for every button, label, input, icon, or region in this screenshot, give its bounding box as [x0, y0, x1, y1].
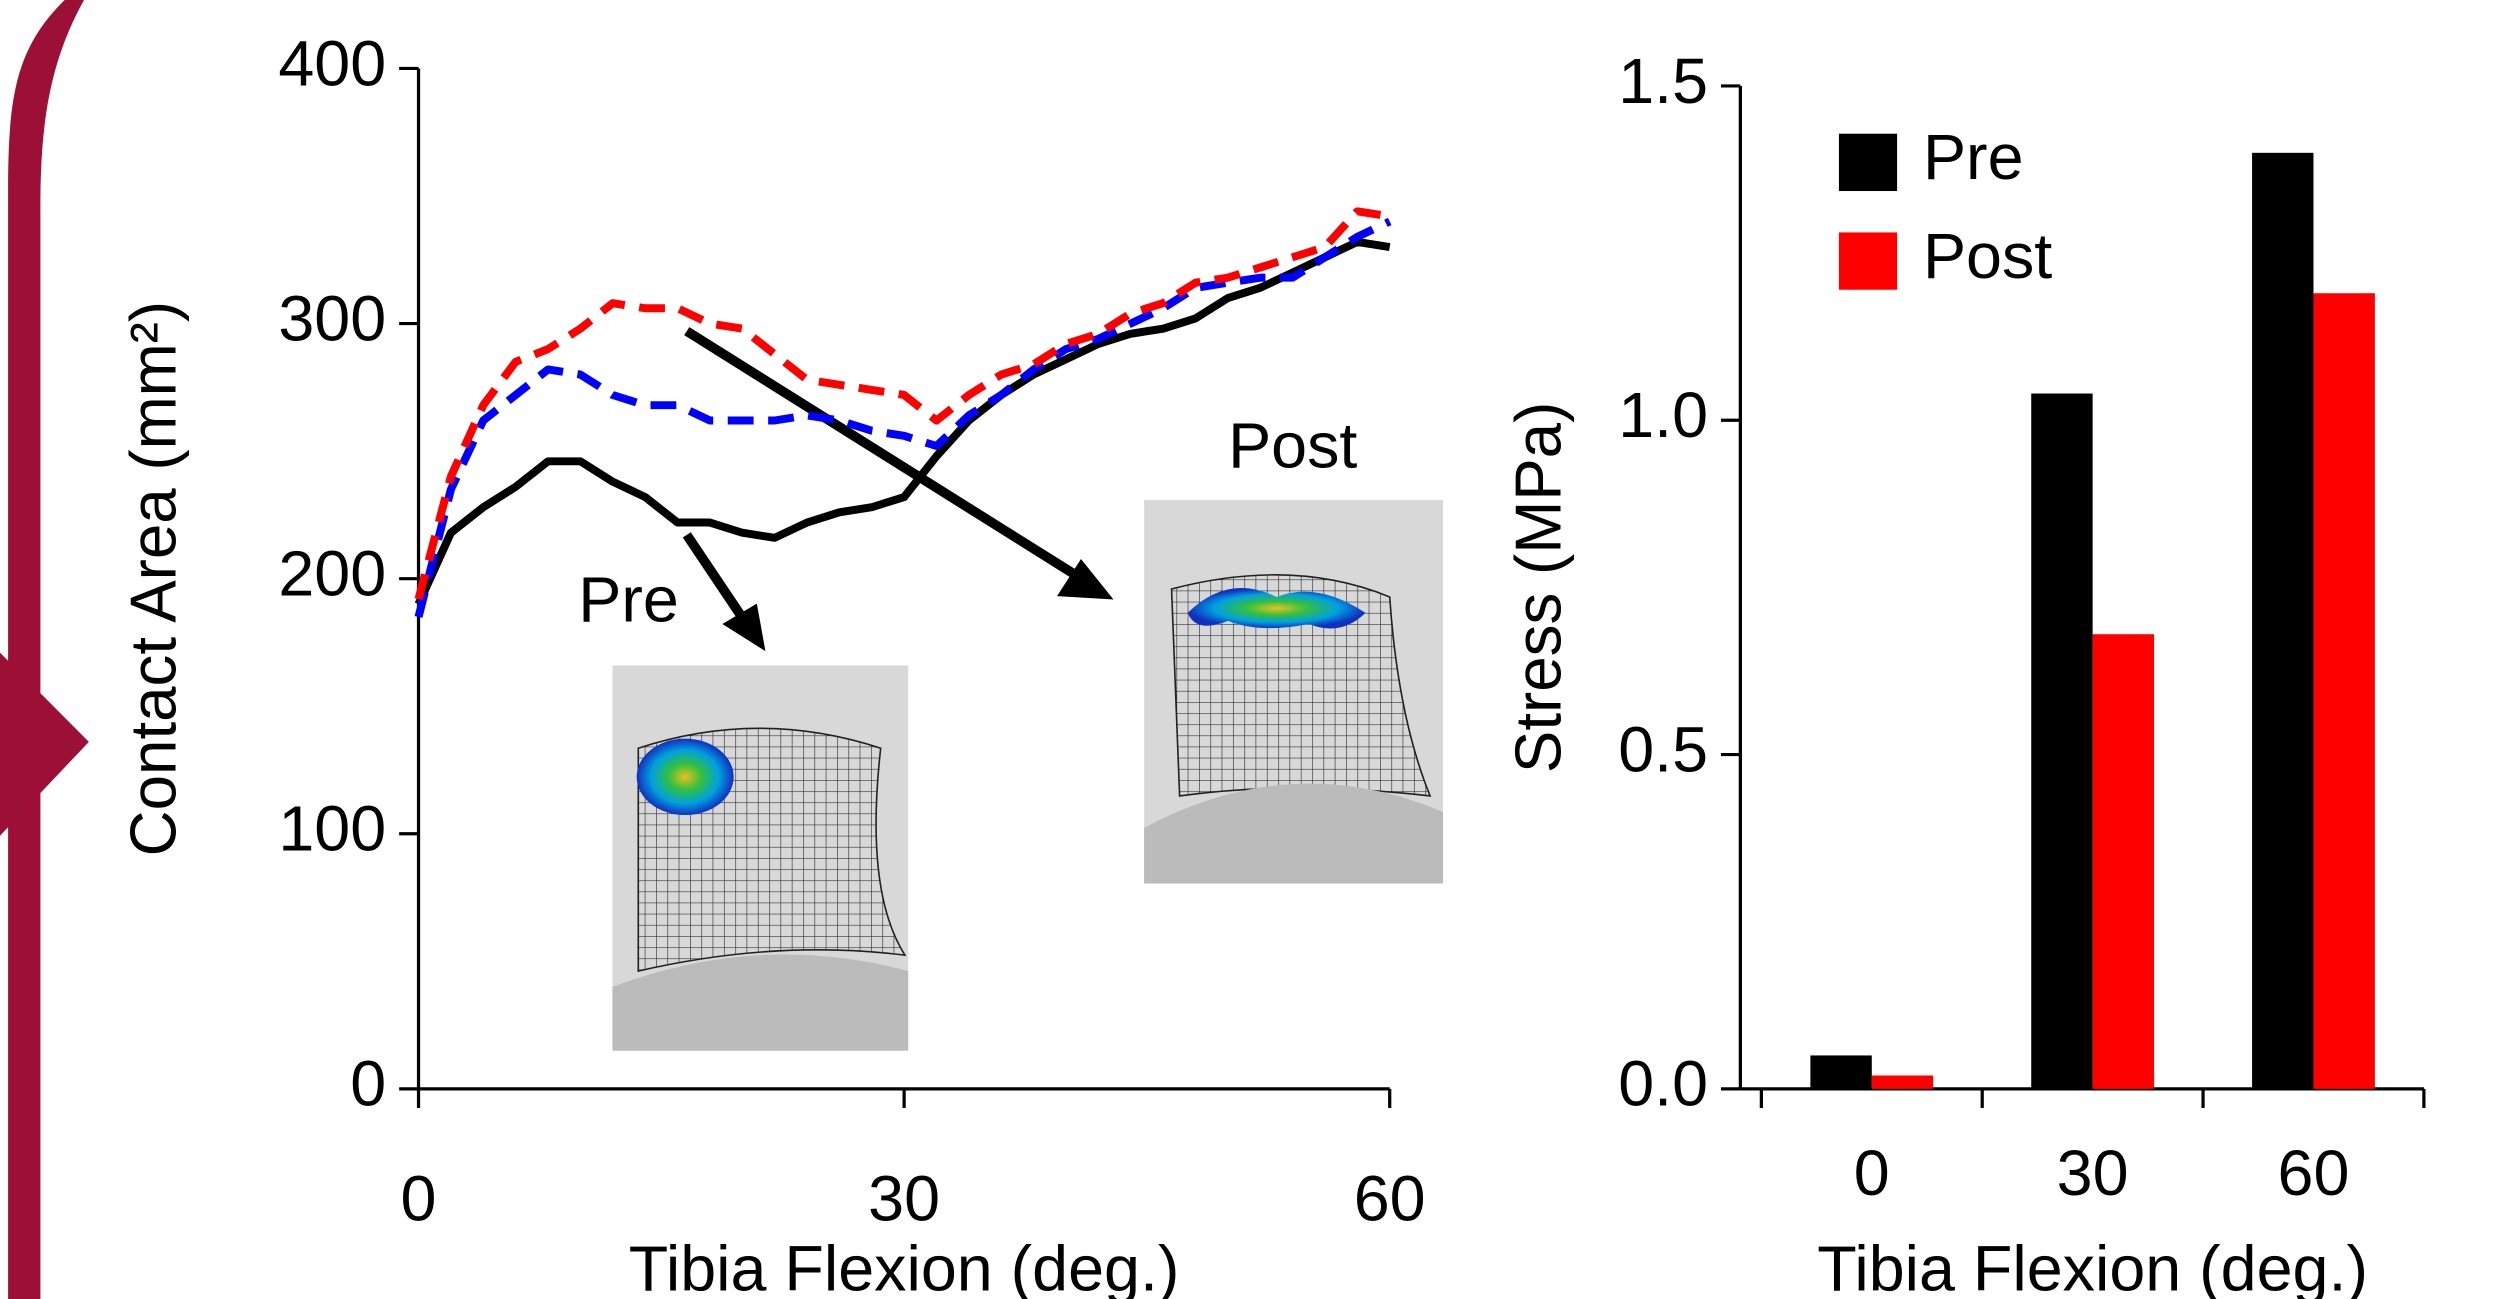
bar — [2313, 293, 2375, 1089]
y-tick-label: 1.5 — [1618, 45, 1708, 116]
y-tick-label: 0 — [350, 1048, 386, 1119]
line-series — [414, 237, 1391, 606]
x-axis-title: Tibia Flexion (deg.) — [629, 1233, 1180, 1299]
line-series — [414, 217, 1392, 618]
frame-arrow — [0, 652, 89, 836]
x-tick-label: 60 — [2278, 1137, 2350, 1208]
y-tick-label: 200 — [278, 538, 386, 609]
legend-label: Pre — [1923, 122, 2024, 193]
y-tick-label: 300 — [278, 283, 386, 354]
x-tick-label: 30 — [2057, 1137, 2129, 1208]
y-tick-label: 100 — [278, 793, 386, 864]
legend-swatch — [1838, 133, 1898, 192]
pre-inset — [612, 665, 909, 1051]
arrows — [682, 327, 1114, 652]
post-inset — [1144, 499, 1444, 884]
frame — [8, 0, 85, 1299]
x-tick-label: 60 — [1354, 1163, 1426, 1234]
bar — [2031, 393, 2093, 1089]
x-tick-label: 30 — [868, 1163, 940, 1234]
line-series — [414, 207, 1391, 601]
x-tick-label: 0 — [1854, 1137, 1890, 1208]
legend-swatch — [1838, 232, 1898, 290]
y-axis-title: Stress (MPa) — [1502, 402, 1575, 773]
y-tick-label: 400 — [278, 28, 386, 99]
x-tick-label: 0 — [401, 1163, 437, 1234]
y-tick-label: 0.0 — [1618, 1048, 1708, 1119]
bar — [1810, 1055, 1872, 1089]
y-tick-label: 0.5 — [1618, 714, 1708, 785]
legend-label: Post — [1923, 220, 2052, 291]
annotation: Post — [1228, 410, 1357, 481]
bar — [2252, 152, 2314, 1089]
x-axis-title: Tibia Flexion (deg.) — [1817, 1233, 2368, 1299]
bar — [1871, 1075, 1934, 1089]
y-axis-title: Contact Area (mm²) — [117, 301, 190, 856]
annotation: Pre — [578, 564, 679, 635]
bar — [2092, 634, 2155, 1089]
y-tick-label: 1.0 — [1618, 380, 1708, 451]
